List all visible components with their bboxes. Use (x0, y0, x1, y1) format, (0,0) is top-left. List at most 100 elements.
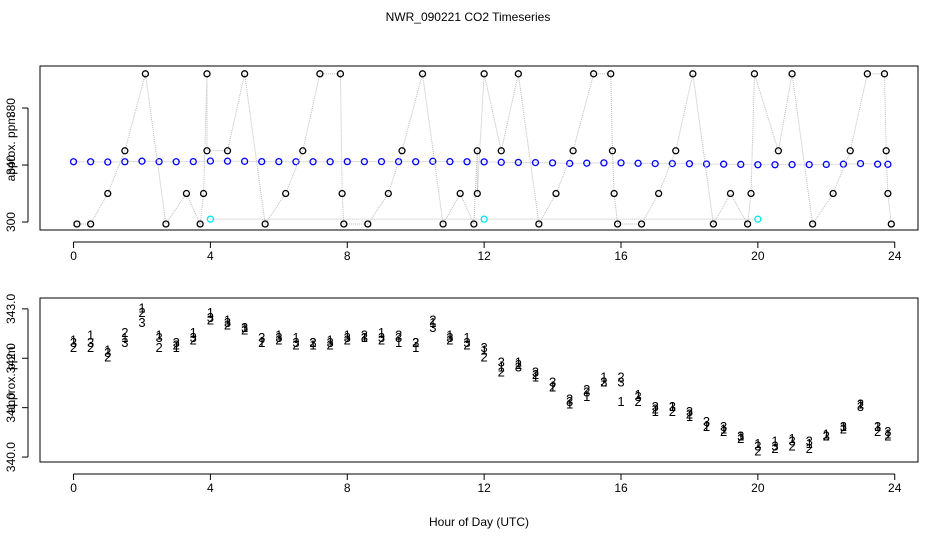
data-point: 2 (275, 332, 282, 347)
data-point: 3 (703, 414, 710, 429)
data-point: 3 (463, 335, 470, 350)
data-point (750, 70, 759, 78)
data-point (856, 159, 865, 168)
data-point: 1 (737, 429, 744, 444)
data-point: 2 (823, 429, 830, 444)
data-point (829, 189, 837, 198)
data-point (747, 189, 755, 198)
data-point: 3 (600, 374, 607, 389)
data-point (446, 157, 454, 166)
data-point: 3 (173, 335, 180, 350)
data-point: 2 (806, 441, 813, 456)
data-point: 3 (652, 399, 659, 414)
data-point: 1 (874, 419, 881, 434)
x-tick-label: 12 (477, 249, 491, 263)
data-point (634, 159, 642, 167)
data-point: 3 (70, 335, 77, 350)
data-point (261, 220, 269, 228)
data-point (884, 160, 892, 168)
data-point: 2 (634, 394, 641, 409)
data-point: 3 (446, 330, 453, 345)
data-point (470, 220, 478, 228)
data-point (702, 160, 711, 168)
x-tick-label: 12 (477, 481, 491, 495)
data-point: 2 (549, 379, 556, 394)
data-point (336, 70, 345, 78)
data-point (613, 220, 622, 228)
data-point: 2 (720, 424, 727, 439)
data-point (203, 70, 211, 78)
data-point: 3 (292, 335, 299, 350)
figure-title: NWR_090221 CO2 Timeseries (386, 10, 551, 24)
data-point (617, 159, 625, 167)
data-point: 3 (634, 389, 641, 404)
data-point (138, 157, 146, 165)
data-point (240, 157, 249, 165)
data-point (754, 215, 762, 223)
data-point: 1 (806, 436, 813, 451)
data-point: 3 (806, 434, 813, 449)
data-point: 2 (224, 318, 231, 333)
y-tick-label: 343.0 (4, 294, 18, 324)
data-point: 1 (155, 327, 162, 342)
x-tick-label: 20 (751, 481, 765, 495)
data-point (884, 189, 892, 198)
data-point (651, 159, 659, 168)
data-point (480, 158, 488, 166)
y-tick-label: 340 (4, 155, 18, 175)
data-point (689, 70, 697, 78)
data-point: 3 (884, 424, 891, 439)
data-point: 1 (429, 315, 436, 330)
data-point (86, 158, 95, 166)
data-point: 2 (498, 365, 505, 380)
data-point: 1 (121, 330, 128, 345)
data-point (155, 157, 163, 166)
data-point: 1 (275, 327, 282, 342)
data-point: 3 (344, 330, 351, 345)
data-point: 2 (771, 441, 778, 456)
data-point: 1 (652, 404, 659, 419)
data-point: 1 (583, 389, 590, 404)
x-tick-label: 24 (888, 249, 902, 263)
x-tick-label: 8 (344, 249, 351, 263)
data-point: 1 (884, 426, 891, 441)
data-point (600, 159, 608, 167)
data-point: 2 (292, 337, 299, 352)
data-point (394, 157, 403, 166)
data-point (668, 159, 676, 168)
data-point (480, 215, 488, 223)
data-point: 2 (857, 397, 864, 412)
data-point: 1 (173, 340, 180, 355)
data-point (316, 70, 324, 78)
data-point (199, 189, 208, 198)
data-point: 3 (515, 360, 522, 375)
data-point: 2 (686, 407, 693, 422)
data-point: 3 (395, 330, 402, 345)
data-point: 1 (361, 330, 368, 345)
data-point: 2 (155, 340, 162, 355)
y-tick-label: 300 (4, 212, 18, 232)
data-point: 1 (309, 337, 316, 352)
data-point: 2 (412, 335, 419, 350)
data-point (338, 189, 346, 198)
data-point (309, 158, 317, 166)
data-point (685, 160, 694, 168)
data-point (569, 147, 577, 155)
data-point (726, 189, 735, 198)
data-point: 1 (292, 330, 299, 345)
data-point (326, 158, 334, 166)
data-point: 1 (70, 332, 77, 347)
data-point (340, 220, 348, 228)
data-point (583, 159, 591, 167)
data-point: 2 (617, 369, 624, 384)
data-point: 3 (498, 355, 505, 370)
data-point (822, 160, 830, 169)
data-point: 1 (754, 436, 761, 451)
data-point: 2 (566, 392, 573, 407)
data-point: 2 (515, 357, 522, 372)
data-point: 1 (138, 300, 145, 315)
data-point: 2 (327, 337, 334, 352)
data-point (282, 189, 290, 198)
data-point: 1 (327, 332, 334, 347)
